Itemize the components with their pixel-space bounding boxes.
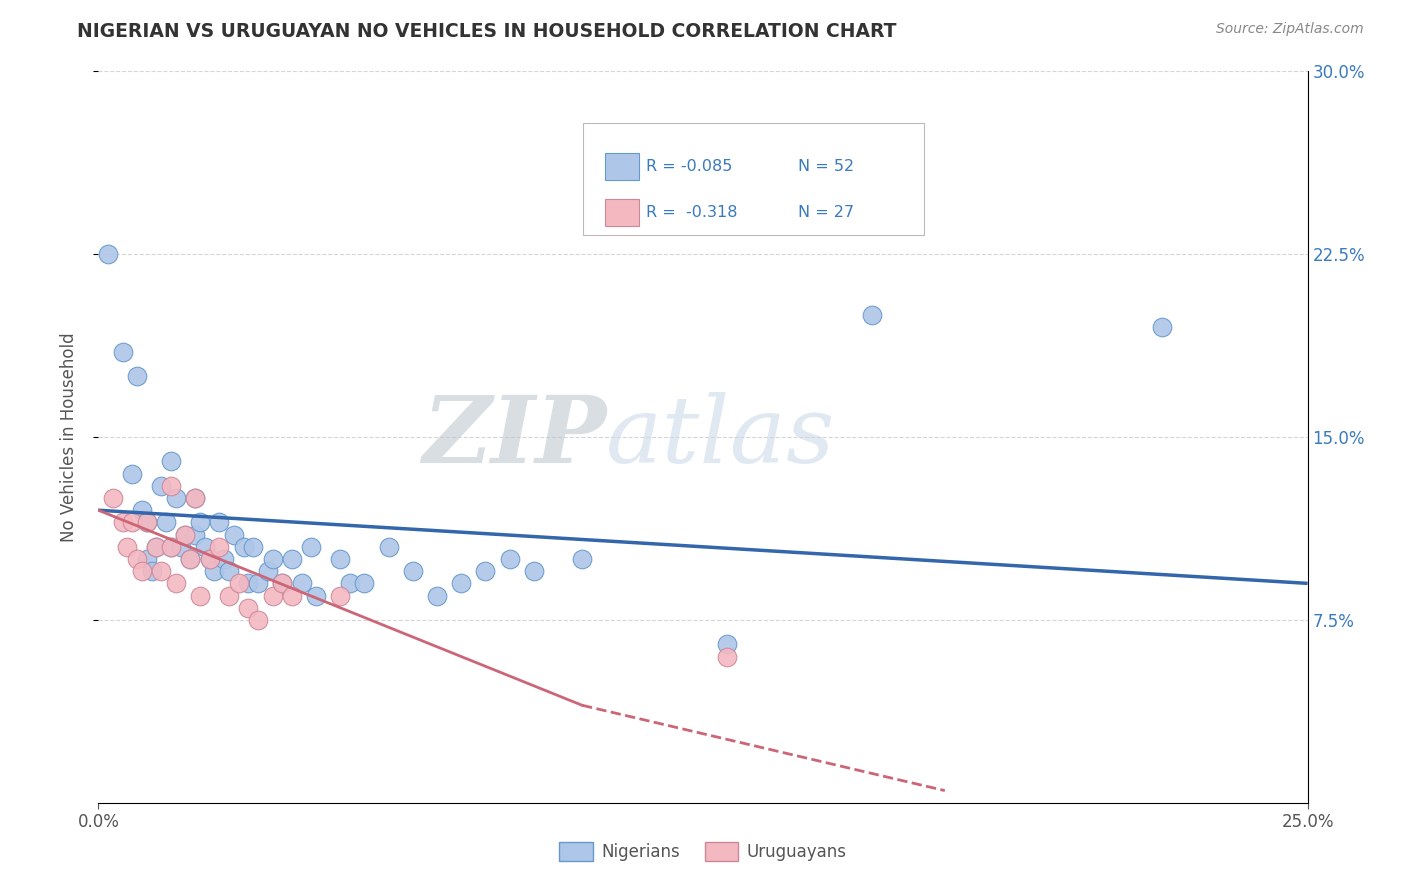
- Point: [232, 540, 254, 554]
- Point: [204, 564, 226, 578]
- Point: [377, 540, 399, 554]
- Point: [169, 540, 191, 554]
- Point: [97, 247, 120, 261]
- Point: [184, 491, 207, 505]
- Point: [305, 589, 328, 603]
- Point: [135, 516, 157, 530]
- Point: [716, 649, 738, 664]
- Point: [262, 589, 284, 603]
- Point: [1152, 320, 1174, 334]
- Point: [271, 576, 294, 591]
- Point: [111, 516, 134, 530]
- Point: [121, 467, 143, 481]
- Point: [329, 589, 352, 603]
- Point: [194, 540, 217, 554]
- Point: [150, 479, 173, 493]
- Text: R =  -0.318: R = -0.318: [647, 204, 738, 219]
- Point: [198, 552, 221, 566]
- Point: [208, 516, 231, 530]
- Point: [222, 527, 245, 541]
- Point: [101, 491, 124, 505]
- Point: [165, 576, 187, 591]
- Point: [247, 613, 270, 627]
- Point: [179, 552, 201, 566]
- Point: [262, 552, 284, 566]
- Y-axis label: No Vehicles in Household: No Vehicles in Household: [59, 332, 77, 542]
- Point: [426, 589, 449, 603]
- Point: [339, 576, 361, 591]
- Point: [179, 552, 201, 566]
- Point: [218, 589, 240, 603]
- Point: [131, 564, 153, 578]
- Point: [208, 540, 231, 554]
- Point: [247, 576, 270, 591]
- Point: [290, 576, 312, 591]
- Point: [145, 540, 167, 554]
- Point: [184, 491, 207, 505]
- Point: [127, 369, 149, 384]
- Point: [571, 552, 593, 566]
- Point: [498, 552, 520, 566]
- Point: [256, 564, 278, 578]
- Point: [271, 576, 294, 591]
- Point: [135, 516, 157, 530]
- Point: [131, 503, 153, 517]
- Text: ZIP: ZIP: [422, 392, 606, 482]
- Point: [299, 540, 322, 554]
- Text: NIGERIAN VS URUGUAYAN NO VEHICLES IN HOUSEHOLD CORRELATION CHART: NIGERIAN VS URUGUAYAN NO VEHICLES IN HOU…: [77, 22, 897, 41]
- Point: [155, 516, 177, 530]
- Point: [329, 552, 352, 566]
- Point: [117, 540, 139, 554]
- Point: [184, 527, 207, 541]
- Point: [228, 576, 250, 591]
- Legend: Nigerians, Uruguayans: Nigerians, Uruguayans: [553, 835, 853, 868]
- Text: Source: ZipAtlas.com: Source: ZipAtlas.com: [1216, 22, 1364, 37]
- Point: [238, 576, 260, 591]
- Point: [127, 552, 149, 566]
- Text: R = -0.085: R = -0.085: [647, 160, 733, 174]
- Point: [121, 516, 143, 530]
- Point: [523, 564, 546, 578]
- Point: [198, 552, 221, 566]
- Point: [135, 552, 157, 566]
- Point: [160, 540, 183, 554]
- Point: [188, 589, 211, 603]
- Point: [450, 576, 472, 591]
- Point: [145, 540, 167, 554]
- Point: [242, 540, 264, 554]
- Point: [474, 564, 496, 578]
- Point: [281, 589, 304, 603]
- Point: [218, 564, 240, 578]
- Point: [174, 527, 197, 541]
- Point: [174, 527, 197, 541]
- Point: [716, 637, 738, 651]
- Point: [150, 564, 173, 578]
- Point: [165, 491, 187, 505]
- Point: [188, 516, 211, 530]
- Point: [212, 552, 235, 566]
- Text: atlas: atlas: [606, 392, 835, 482]
- Point: [160, 540, 183, 554]
- Point: [238, 600, 260, 615]
- Point: [281, 552, 304, 566]
- Text: N = 52: N = 52: [799, 160, 853, 174]
- Point: [160, 479, 183, 493]
- Text: N = 27: N = 27: [799, 204, 853, 219]
- Point: [111, 344, 134, 359]
- Point: [160, 454, 183, 468]
- Point: [141, 564, 163, 578]
- Point: [402, 564, 425, 578]
- Point: [353, 576, 375, 591]
- Point: [860, 308, 883, 322]
